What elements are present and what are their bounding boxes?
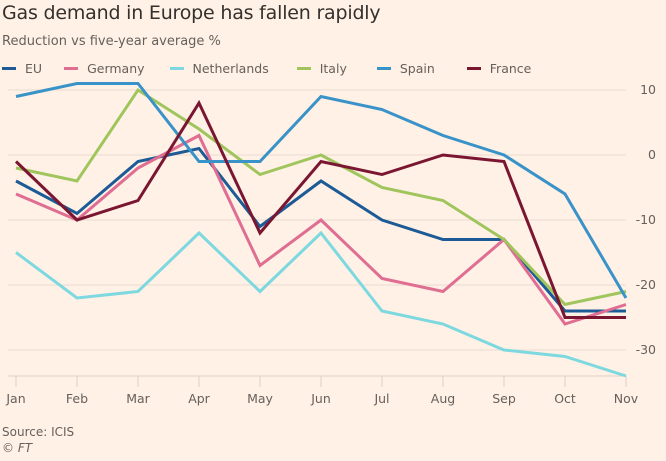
source-note: Source: ICIS — [2, 425, 75, 439]
x-tick-label: Nov — [614, 391, 639, 406]
legend-label: Netherlands — [192, 61, 269, 76]
x-tick-label: Mar — [126, 391, 150, 406]
series-line-italy — [15, 87, 627, 307]
legend-swatch — [466, 67, 481, 70]
x-tick-label: Aug — [431, 391, 455, 406]
series-line-spain — [15, 82, 628, 299]
legend-item-eu: EU — [2, 61, 42, 76]
x-tick-label: Jun — [310, 391, 331, 406]
y-tick-label: -20 — [636, 277, 656, 292]
legend-label: Italy — [319, 61, 347, 76]
chart-title: Gas demand in Europe has fallen rapidly — [2, 2, 381, 24]
legend-swatch — [376, 67, 391, 70]
x-tick-label: Apr — [188, 391, 210, 406]
y-tick-label: -30 — [636, 342, 656, 357]
credit-note: © FT — [2, 441, 33, 455]
y-tick-label: -10 — [636, 212, 656, 227]
legend-item-france: France — [466, 61, 532, 76]
y-axis: 10 0 -10 -20 -30 — [636, 82, 656, 357]
series-line-germany — [15, 133, 627, 326]
series-line-france — [14, 99, 626, 319]
x-tick-label: Feb — [66, 391, 88, 406]
legend: EU Germany Netherlands Italy Spain France — [2, 61, 531, 76]
legend-label: Germany — [87, 61, 145, 76]
x-tick-label: Sep — [492, 391, 516, 406]
y-tick-label: 0 — [648, 147, 656, 162]
x-axis: Jan Feb Mar Apr May Jun Jul Aug Sep Oct Nov — [5, 375, 639, 406]
series-line-netherlands — [15, 230, 627, 378]
legend-item-germany: Germany — [64, 61, 145, 76]
legend-swatch — [2, 67, 16, 70]
legend-swatch — [169, 67, 184, 70]
x-tick-label: Oct — [554, 391, 576, 406]
legend-item-spain: Spain — [376, 61, 435, 76]
chart-subtitle: Reduction vs five-year average % — [2, 34, 221, 49]
legend-label: Spain — [399, 61, 435, 76]
gridlines — [8, 89, 626, 351]
legend-swatch — [296, 67, 311, 70]
legend-label: EU — [25, 61, 43, 76]
legend-label: France — [489, 61, 532, 76]
x-tick-label: Jul — [373, 391, 389, 406]
x-tick-label: Jan — [5, 391, 25, 406]
y-tick-label: 10 — [640, 82, 656, 97]
legend-swatch — [64, 67, 79, 70]
series-lines — [14, 82, 628, 378]
legend-item-netherlands: Netherlands — [169, 61, 269, 76]
legend-item-italy: Italy — [296, 61, 347, 76]
line-chart: 10 0 -10 -20 -30 Jan Feb Mar Apr May Jun Jul Aug Sep… — [5, 82, 656, 406]
x-tick-label: May — [247, 391, 273, 406]
